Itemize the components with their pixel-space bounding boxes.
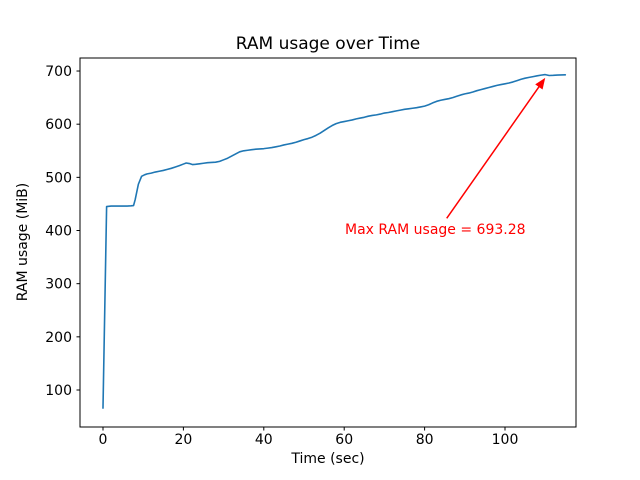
x-axis-label: Time (sec): [291, 451, 365, 467]
y-tick-label: 200: [45, 330, 72, 346]
y-tick-label: 500: [45, 170, 72, 186]
x-tick-label: 0: [99, 432, 108, 448]
y-tick-label: 100: [45, 383, 72, 399]
axes-frame: [79, 57, 577, 428]
y-tick-label: 700: [45, 64, 72, 80]
chart-title: RAM usage over Time: [235, 34, 421, 54]
x-tick-label: 80: [416, 432, 434, 448]
x-tick-label: 100: [492, 432, 519, 448]
annotation-arrow-head: [535, 77, 546, 90]
y-axis-label: RAM usage (MiB): [15, 182, 31, 302]
y-tick-label: 400: [45, 224, 72, 240]
ram-usage-line: [102, 73, 567, 409]
annotation-arrow-shaft: [446, 82, 543, 219]
x-tick-label: 60: [335, 432, 353, 448]
max-ram-annotation-text: Max RAM usage = 693.28: [345, 222, 526, 239]
y-tick-label: 300: [45, 277, 72, 293]
x-tick-label: 20: [174, 432, 192, 448]
x-tick-label: 40: [255, 432, 273, 448]
y-tick-label: 600: [45, 117, 72, 133]
